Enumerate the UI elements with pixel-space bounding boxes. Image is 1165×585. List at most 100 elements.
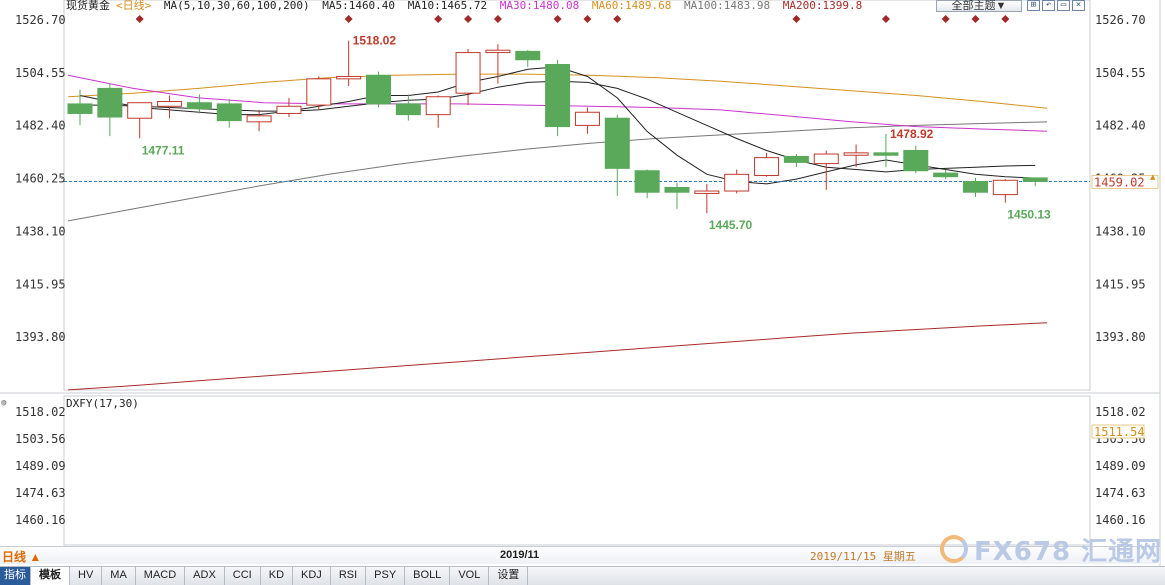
y-tick-right: 1415.95: [1095, 277, 1146, 291]
tab-macd[interactable]: MACD: [136, 567, 186, 585]
candle-up: [157, 101, 183, 107]
candle-down: [545, 64, 571, 128]
candle-down: [634, 170, 660, 193]
sub-y-tick-left: 1460.16: [15, 513, 66, 527]
tab-adx[interactable]: ADX: [185, 567, 225, 585]
y-tick-right: 1526.70: [1095, 13, 1146, 27]
candle-up: [485, 49, 511, 54]
legend-ma100: MA100:1483.98: [684, 0, 771, 12]
tab-settings[interactable]: 设置: [489, 567, 529, 585]
y-tick-left: 1504.55: [15, 66, 66, 80]
extreme-value-label: 1450.13: [1007, 208, 1051, 222]
sub-y-tick-right: 1518.02: [1095, 405, 1146, 419]
candle-down: [903, 149, 929, 172]
close-icon[interactable]: ×: [1072, 0, 1085, 11]
candle-down: [366, 74, 391, 105]
sub-y-tick-right: 1460.16: [1095, 513, 1146, 527]
current-price-label: 1459.02: [1094, 175, 1145, 189]
chart-legend: 现货黄金 <日线> MA(5,10,30,60,100,200) MA5:1460…: [66, 0, 868, 12]
signal-diamond-icon: [493, 15, 502, 23]
sub-plot-frame: [63, 395, 1091, 546]
watermark-text: FX678 汇通网: [974, 536, 1163, 567]
sub-current-box: [1091, 424, 1145, 439]
candle-down: [395, 103, 421, 116]
y-tick-left: 1393.80: [15, 330, 66, 344]
tab-kdj[interactable]: KDJ: [293, 567, 331, 585]
candle-down: [186, 102, 212, 110]
tab-hv[interactable]: HV: [70, 567, 103, 585]
candle-up: [455, 52, 481, 94]
candle-down: [664, 186, 690, 193]
pin-icon[interactable]: ◍: [1, 398, 7, 408]
signal-diamond-icon: [344, 15, 353, 23]
legend-ma5: MA5:1460.40: [322, 0, 396, 12]
sub-y-tick-left: 1489.09: [15, 459, 66, 473]
candle-up: [694, 190, 720, 194]
candle-down: [67, 103, 93, 114]
candle-down: [783, 155, 809, 163]
current-price-box: [1091, 174, 1159, 189]
sub-y-tick-right: 1489.09: [1095, 459, 1146, 473]
candle-up: [813, 153, 839, 165]
logo-icon: [940, 535, 968, 563]
sub-y-tick-left: 1474.63: [15, 486, 66, 500]
sub-current-label: 1511.54: [1094, 425, 1145, 439]
legend-ma10: MA10:1465.72: [407, 0, 488, 12]
candle-up: [843, 152, 869, 156]
symbol-label: 现货黄金: [66, 0, 110, 12]
candle-up: [992, 179, 1018, 196]
grid-icon[interactable]: ⊞: [1027, 0, 1040, 11]
watermark-logo: FX678 汇通网: [940, 532, 1163, 567]
window-icon[interactable]: ▭: [1057, 0, 1070, 11]
y-tick-right: 1393.80: [1095, 330, 1146, 344]
candle-up: [246, 115, 272, 123]
indicator-tabbar: 指标 模板 HV MA MACD ADX CCI KD KDJ RSI PSY …: [0, 566, 1165, 585]
y-tick-left: 1438.10: [15, 224, 66, 238]
tab-indicators[interactable]: 指标: [0, 567, 31, 585]
signal-diamond-icon: [464, 15, 473, 23]
tab-template[interactable]: 模板: [31, 567, 70, 585]
tab-ma[interactable]: MA: [102, 567, 136, 585]
tab-boll[interactable]: BOLL: [405, 567, 451, 585]
tab-psy[interactable]: PSY: [366, 567, 406, 585]
signal-diamond-icon: [583, 15, 592, 23]
candle-up: [306, 78, 332, 106]
tab-kd[interactable]: KD: [261, 567, 294, 585]
candle-down: [963, 180, 988, 193]
signal-diamond-icon: [135, 15, 144, 23]
main-plot-frame: [63, 0, 1091, 391]
sub-y-tick-right: 1474.63: [1095, 486, 1146, 500]
price-chart[interactable]: 1526.70 1526.70 1504.55 1504.55 1482.40 1482.…: [0, 0, 1165, 566]
signal-diamond-icon: [971, 15, 980, 23]
legend-ma200: MA200:1399.8: [782, 0, 863, 12]
candle-down: [216, 103, 242, 122]
candle-down: [933, 172, 959, 178]
period-selector[interactable]: 日线 ▲: [2, 550, 42, 564]
y-tick-left: 1482.40: [15, 119, 66, 133]
tab-rsi[interactable]: RSI: [331, 567, 367, 585]
y-tick-left: 1460.25: [15, 172, 66, 186]
theme-dropdown-button[interactable]: 全部主题▼: [936, 0, 1022, 12]
candle-down: [1022, 177, 1048, 182]
extreme-value-label: 1518.02: [353, 34, 397, 48]
period-label: <日线>: [116, 0, 152, 12]
signal-diamond-icon: [792, 15, 801, 23]
back-icon[interactable]: ↶: [1042, 0, 1055, 11]
tab-cci[interactable]: CCI: [225, 567, 261, 585]
signal-diamond-icon: [553, 15, 562, 23]
candle-down: [604, 117, 630, 169]
cursor-date-label: 2019/11/15 星期五: [810, 550, 916, 563]
candle-up: [754, 157, 780, 177]
y-tick-left: 1526.70: [15, 13, 66, 27]
signal-diamond-icon: [941, 15, 950, 23]
candle-down: [515, 50, 541, 61]
current-up-arrow-icon: ▲: [1150, 172, 1156, 182]
date-axis-bar: [0, 546, 1160, 564]
candle-up: [574, 111, 600, 126]
candle-up: [127, 102, 153, 119]
legend-ma60: MA60:1489.68: [591, 0, 672, 12]
tab-vol[interactable]: VOL: [450, 567, 490, 585]
signal-diamond-icon: [613, 15, 622, 23]
candle-down: [873, 152, 899, 156]
candle-down: [97, 87, 123, 118]
